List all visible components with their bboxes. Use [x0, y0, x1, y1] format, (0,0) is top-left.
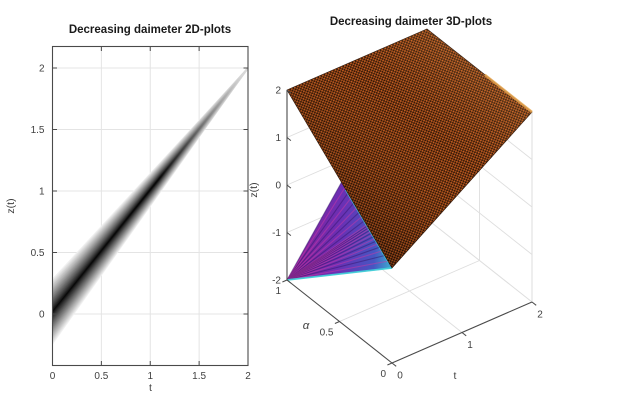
plot3d-zlabel: z(t): [248, 182, 260, 197]
z-tick: [286, 184, 292, 189]
bundle-line: [51, 67, 249, 313]
copper-highlight: [484, 73, 533, 113]
x-tick: [531, 301, 537, 306]
x-tick-label: 0.5: [94, 371, 108, 382]
z-tick: [286, 232, 292, 236]
x-tick-label: 1.5: [192, 371, 206, 382]
plot-2d-axes: 0 0.5 1 1.5 2 0 0.5 1 1.5 2: [31, 45, 251, 382]
z-tick-label: -2: [272, 276, 281, 287]
y-tick-label: 2: [39, 64, 45, 75]
plot3d-ylabel: α: [303, 320, 310, 332]
y-tick-label: 1: [275, 286, 281, 297]
plot2d-ylabel: z(t): [5, 198, 17, 213]
y-tick-label: 0.5: [320, 328, 334, 339]
y-tick-label: 1: [39, 187, 45, 198]
y-tick-label: 0.5: [31, 248, 45, 259]
plot2d-xlabel: t: [149, 382, 152, 394]
x-tick-label: 1: [147, 371, 153, 382]
x-tick-label: 2: [537, 310, 543, 321]
z-tick-label: 2: [275, 86, 281, 97]
z-tick: [286, 137, 292, 141]
surface-upper-sheen: [287, 29, 532, 268]
y-tick-label: 1.5: [31, 125, 45, 136]
z-tick: [286, 279, 292, 284]
x-tick-label: 1: [467, 340, 473, 351]
x-tick-label: 0: [50, 371, 56, 382]
z-tick-label: 1: [275, 133, 281, 144]
mesh-ray: [286, 258, 401, 281]
plot2d-title: Decreasing daimeter 2D-plots: [69, 24, 231, 36]
y-tick: [387, 362, 393, 366]
cyan-edge: [286, 267, 393, 281]
floor-grid: [339, 260, 480, 322]
y-tick: [334, 321, 340, 324]
plot3d-xlabel: t: [454, 370, 457, 382]
y-tick-label: 0: [39, 310, 45, 321]
x-tick-label: 2: [245, 371, 251, 382]
z-tick: [286, 89, 292, 94]
y-tick-label: 0: [380, 369, 386, 380]
x-tick: [461, 332, 467, 337]
plot3d-title: Decreasing daimeter 3D-plots: [330, 16, 492, 28]
x-tick: [391, 362, 397, 367]
z-tick-label: -1: [272, 228, 281, 239]
z-tick-label: 0: [275, 181, 281, 192]
x-tick-label: 0: [397, 371, 403, 382]
y-tick: [282, 279, 288, 283]
